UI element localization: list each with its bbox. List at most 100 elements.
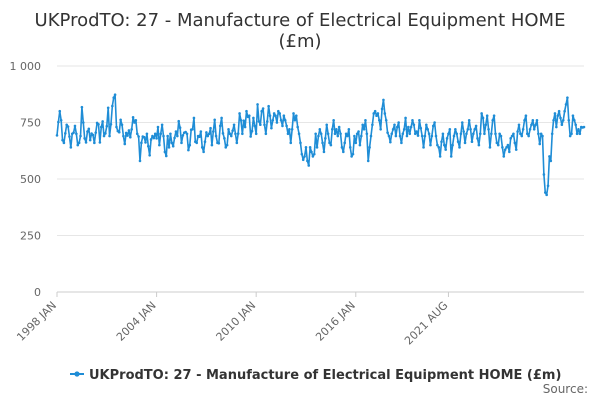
data-point[interactable]: [444, 148, 447, 151]
data-point[interactable]: [353, 134, 356, 138]
data-point[interactable]: [375, 114, 378, 118]
data-point[interactable]: [454, 127, 457, 131]
data-point[interactable]: [462, 130, 465, 133]
data-point[interactable]: [80, 105, 84, 109]
data-point[interactable]: [243, 125, 247, 129]
data-point[interactable]: [290, 127, 294, 131]
data-point[interactable]: [332, 118, 335, 122]
data-point[interactable]: [477, 143, 481, 147]
data-point[interactable]: [546, 184, 550, 188]
data-point[interactable]: [221, 132, 225, 135]
data-point[interactable]: [510, 134, 514, 138]
data-point[interactable]: [127, 129, 131, 132]
data-point[interactable]: [420, 134, 424, 138]
data-point[interactable]: [188, 143, 192, 147]
data-point[interactable]: [134, 118, 138, 122]
data-point[interactable]: [156, 125, 160, 129]
data-point[interactable]: [202, 150, 205, 154]
data-point[interactable]: [460, 121, 464, 124]
data-point[interactable]: [480, 112, 483, 115]
data-point[interactable]: [205, 131, 208, 134]
data-point[interactable]: [223, 137, 226, 140]
data-point[interactable]: [470, 140, 474, 144]
data-point[interactable]: [293, 118, 297, 122]
data-point[interactable]: [380, 107, 384, 111]
data-point[interactable]: [245, 109, 248, 113]
data-point[interactable]: [65, 123, 68, 127]
data-point[interactable]: [289, 141, 293, 145]
data-point[interactable]: [386, 131, 389, 134]
data-point[interactable]: [383, 112, 387, 115]
data-point[interactable]: [541, 134, 544, 138]
data-point[interactable]: [322, 150, 326, 154]
data-point[interactable]: [534, 123, 537, 127]
data-point[interactable]: [311, 155, 315, 158]
data-point[interactable]: [83, 137, 86, 140]
data-point[interactable]: [315, 146, 319, 149]
data-point[interactable]: [272, 112, 276, 115]
data-point[interactable]: [133, 121, 136, 124]
data-point[interactable]: [232, 123, 236, 127]
data-point[interactable]: [430, 134, 434, 138]
data-point[interactable]: [364, 118, 367, 122]
data-point[interactable]: [519, 132, 522, 136]
data-point[interactable]: [296, 125, 299, 129]
data-point[interactable]: [524, 114, 528, 118]
data-point[interactable]: [260, 109, 264, 113]
data-point[interactable]: [556, 114, 560, 118]
data-point[interactable]: [360, 134, 363, 138]
data-point[interactable]: [104, 132, 107, 135]
data-point[interactable]: [105, 124, 109, 128]
data-point[interactable]: [440, 140, 443, 144]
data-point[interactable]: [294, 114, 298, 118]
data-point[interactable]: [503, 148, 507, 151]
data-point[interactable]: [64, 132, 67, 135]
data-point[interactable]: [256, 103, 259, 106]
data-point[interactable]: [162, 134, 165, 138]
data-point[interactable]: [478, 132, 482, 136]
data-point[interactable]: [463, 141, 467, 145]
data-point[interactable]: [138, 159, 142, 163]
data-point[interactable]: [170, 141, 174, 145]
data-point[interactable]: [508, 150, 511, 154]
data-point[interactable]: [229, 134, 233, 138]
data-point[interactable]: [535, 118, 539, 122]
data-point[interactable]: [459, 132, 463, 136]
data-point[interactable]: [122, 134, 125, 138]
data-point[interactable]: [412, 123, 416, 127]
data-point[interactable]: [422, 146, 425, 149]
data-point[interactable]: [427, 132, 431, 136]
data-point[interactable]: [102, 134, 106, 138]
data-point[interactable]: [573, 118, 576, 122]
data-point[interactable]: [552, 118, 555, 122]
data-point[interactable]: [214, 134, 218, 138]
data-point[interactable]: [441, 132, 445, 136]
data-point[interactable]: [173, 136, 176, 140]
data-point[interactable]: [236, 132, 240, 135]
data-point[interactable]: [473, 127, 477, 131]
data-point[interactable]: [564, 103, 568, 106]
data-point[interactable]: [87, 127, 91, 131]
data-point[interactable]: [124, 131, 128, 135]
data-point[interactable]: [177, 119, 181, 123]
data-point[interactable]: [265, 120, 269, 123]
data-point[interactable]: [72, 131, 75, 134]
data-point[interactable]: [395, 125, 399, 129]
data-point[interactable]: [324, 137, 327, 140]
data-point[interactable]: [448, 127, 452, 131]
data-point[interactable]: [123, 142, 127, 146]
data-point[interactable]: [531, 118, 535, 122]
data-point[interactable]: [509, 137, 512, 140]
data-point[interactable]: [271, 118, 275, 122]
legend[interactable]: UKProdTO: 27 - Manufacture of Electrical…: [70, 368, 561, 383]
data-point[interactable]: [575, 132, 579, 136]
data-point[interactable]: [429, 143, 432, 147]
data-point[interactable]: [498, 132, 501, 136]
data-point[interactable]: [130, 127, 133, 131]
data-point[interactable]: [431, 124, 435, 128]
data-point[interactable]: [445, 137, 449, 140]
data-point[interactable]: [339, 132, 342, 136]
data-point[interactable]: [285, 124, 288, 128]
data-point[interactable]: [264, 132, 268, 136]
data-point[interactable]: [210, 143, 214, 147]
